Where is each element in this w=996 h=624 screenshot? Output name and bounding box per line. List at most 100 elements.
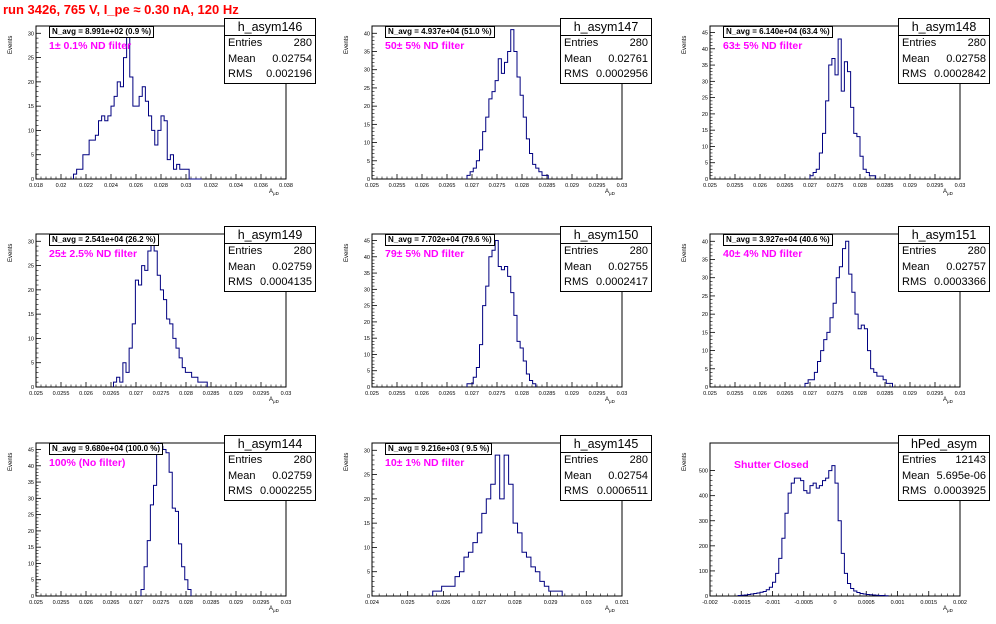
y-tick-label: 20 [702, 112, 708, 118]
y-tick-label: 35 [28, 480, 34, 486]
stats-key: Entries [228, 245, 263, 257]
y-tick-label: 15 [702, 330, 708, 336]
y-tick-label: 0 [367, 594, 370, 600]
x-tick-label: 0.03 [581, 600, 592, 606]
y-tick-label: 20 [364, 104, 370, 110]
y-tick-label: 20 [364, 320, 370, 326]
stats-value-entries: 280 [629, 245, 648, 257]
stats-box: h_asym149 Entries 280 Mean 0.02759 RMS 0.00041… [224, 226, 316, 292]
stats-value-mean: 0.02759 [272, 260, 312, 273]
x-axis-label-sub: μD [273, 399, 279, 405]
histogram-svg: 0.025 0.0255 0.026 0.0265 0.027 0.0275 0.028 0.… [28, 233, 291, 397]
stats-box: h_asym146 Entries 280 Mean 0.02754 RMS 0.00219… [224, 18, 316, 84]
y-axis-label: Events [344, 452, 350, 471]
stats-key: RMS [902, 68, 927, 80]
y-tick-label: 30 [28, 31, 34, 37]
x-tick-label: 0.026 [753, 391, 767, 397]
x-tick-label: 0.032 [204, 183, 218, 189]
stats-row-rms: RMS 0.0002417 [561, 275, 651, 291]
stats-value-rms: 0.0006511 [596, 485, 648, 497]
x-tick-label: 0.025 [365, 183, 379, 189]
plot-frame [371, 442, 623, 597]
stats-box: h_asym151 Entries 280 Mean 0.02757 RMS 0.00033… [898, 226, 990, 292]
x-tick-label: 0.03 [617, 391, 628, 397]
stats-row-rms: RMS 0.0002842 [899, 67, 989, 83]
x-axis-label: AμD [943, 189, 953, 196]
x-axis-label-sub: μD [947, 399, 953, 405]
stats-box: h_asym144 Entries 280 Mean 0.02759 RMS 0.00022… [224, 435, 316, 501]
x-tick-label: 0.024 [104, 183, 118, 189]
x-axis-label: AμD [269, 189, 279, 196]
stats-value-rms: 0.0002956 [596, 68, 648, 80]
x-tick-label: 0.025 [703, 183, 717, 189]
y-tick-label: 25 [702, 294, 708, 300]
x-tick-label: 0.0265 [777, 391, 794, 397]
stats-row-entries: Entries 280 [561, 244, 651, 260]
stats-value-rms: 0.0003366 [934, 276, 986, 288]
y-tick-label: 20 [28, 288, 34, 294]
x-tick-label: 0.026 [415, 391, 429, 397]
y-axis-label: Events [682, 452, 688, 471]
histogram-panel: 0.025 0.0255 0.026 0.0265 0.027 0.0275 0.028 0.… [680, 18, 990, 207]
y-tick-label: 5 [367, 159, 370, 165]
stats-histogram-name: h_asym146 [225, 19, 315, 36]
x-axis-label-sub: μD [609, 191, 615, 197]
stats-histogram-name: h_asym144 [225, 436, 315, 453]
y-tick-label: 5 [31, 361, 34, 367]
x-axis-label-sub: μD [609, 608, 615, 614]
filter-label: 63± 5% ND filter [723, 40, 803, 52]
histogram-svg: 0.024 0.025 0.026 0.027 0.028 0.029 0.03 0.031 0… [364, 442, 629, 606]
y-tick-label: 20 [28, 529, 34, 535]
filter-label: 50± 5% ND filter [385, 40, 465, 52]
stats-key: Mean [228, 52, 256, 65]
stats-key: Mean [902, 469, 930, 482]
x-tick-label: 0.025 [703, 391, 717, 397]
x-axis-label: AμD [943, 397, 953, 404]
histogram-panel: 0.025 0.0255 0.026 0.0265 0.027 0.0275 0.028 0.… [342, 226, 652, 415]
stats-row-mean: Mean 0.02761 [561, 52, 651, 68]
stats-histogram-name: h_asym149 [225, 227, 315, 244]
x-tick-label: 0 [833, 600, 836, 606]
y-tick-label: 0 [367, 385, 370, 391]
x-tick-label: 0.03 [955, 183, 966, 189]
stats-histogram-name: h_asym150 [561, 227, 651, 244]
x-tick-label: 0.0295 [927, 391, 944, 397]
x-axis-label-main: A [269, 606, 274, 612]
stats-value-mean: 0.02754 [608, 469, 648, 482]
x-axis-label-main: A [605, 189, 610, 195]
stats-value-entries: 280 [629, 454, 648, 466]
stats-histogram-name: hPed_asym [899, 436, 989, 453]
y-tick-label: 0 [367, 177, 370, 183]
x-axis-label-main: A [269, 189, 274, 195]
navg-label: N_avg = 6.140e+04 (63.4 %) [723, 26, 833, 38]
x-tick-label: 0.0255 [53, 600, 70, 606]
y-axis-label: Events [682, 243, 688, 262]
y-tick-label: 25 [702, 96, 708, 102]
x-tick-label: 0.0255 [727, 391, 744, 397]
filter-label: 10± 1% ND filter [385, 457, 465, 469]
histogram-svg: 0.025 0.0255 0.026 0.0265 0.027 0.0275 0.028 0.… [702, 25, 966, 189]
stats-value-entries: 280 [293, 454, 312, 466]
stats-value-mean: 0.02755 [608, 260, 648, 273]
stats-row-rms: RMS 0.0002255 [225, 484, 315, 500]
y-tick-label: 15 [28, 312, 34, 318]
stats-histogram-name: h_asym145 [561, 436, 651, 453]
x-tick-label: 0.029 [903, 183, 917, 189]
stats-key: Entries [564, 245, 599, 257]
y-tick-label: 25 [28, 56, 34, 62]
x-tick-label: 0.026 [415, 183, 429, 189]
navg-label: N_avg = 9.680e+04 (100.0 %) [49, 443, 164, 455]
x-tick-label: 0.03 [617, 183, 628, 189]
x-tick-label: 0.027 [465, 183, 479, 189]
stats-row-rms: RMS 0.0003366 [899, 275, 989, 291]
y-tick-label: 5 [705, 161, 708, 167]
stats-histogram-name: h_asym151 [899, 227, 989, 244]
y-tick-label: 40 [28, 464, 34, 470]
x-tick-label: 0.028 [853, 183, 867, 189]
x-tick-label: 0.0005 [858, 600, 875, 606]
histogram-series [432, 454, 563, 596]
stats-value-rms: 0.002196 [266, 68, 312, 80]
stats-value-mean: 0.02757 [946, 260, 986, 273]
stats-box: h_asym148 Entries 280 Mean 0.02758 RMS 0.00028… [898, 18, 990, 84]
x-tick-label: 0.028 [154, 183, 168, 189]
